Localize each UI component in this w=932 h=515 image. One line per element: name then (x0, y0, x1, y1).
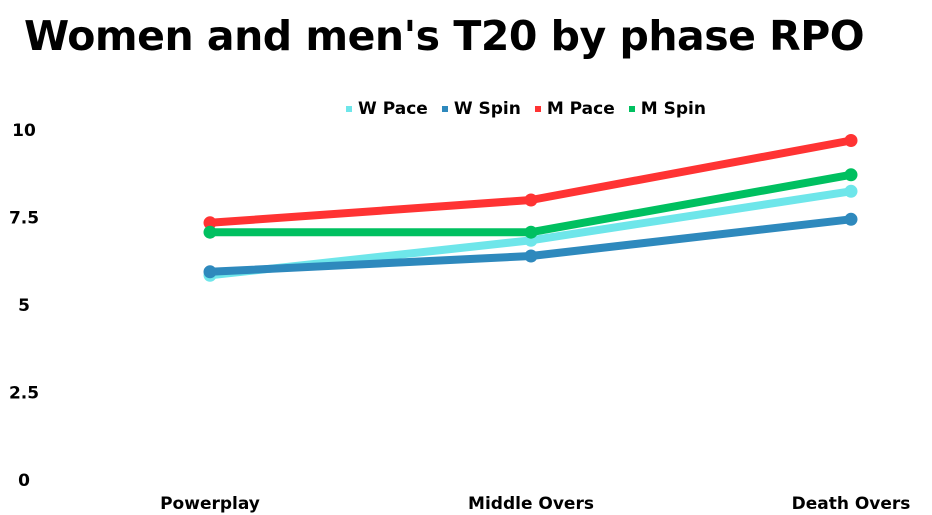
data-point (844, 184, 858, 198)
data-point (524, 193, 538, 207)
legend-item-m-pace: M Pace (534, 97, 615, 121)
legend-item-m-spin: M Spin (628, 97, 706, 121)
y-tick-label: 7.5 (9, 209, 39, 229)
legend-swatch (628, 106, 635, 112)
y-tick-label: 10 (12, 121, 36, 141)
data-point (203, 265, 217, 279)
legend-item-w-pace: W Pace (346, 97, 428, 121)
data-point (844, 212, 858, 226)
legend-label: W Spin (453, 99, 521, 119)
legend-label: M Pace (546, 99, 615, 119)
data-point (844, 168, 858, 182)
y-tick-label: 2.5 (9, 384, 39, 404)
legend-swatch (441, 106, 448, 112)
x-tick-label: Death Overs (792, 494, 911, 514)
x-tick-label: Powerplay (160, 494, 260, 514)
y-tick-label: 5 (18, 296, 30, 316)
legend-label: M Spin (640, 99, 706, 119)
data-point (203, 216, 217, 230)
data-point (844, 134, 858, 147)
legend-swatch (346, 106, 353, 112)
legend-swatch (534, 106, 541, 112)
chart-title: Women and men's T20 by phase RPO (24, 12, 865, 60)
legend-item-w-spin: W Spin (441, 97, 521, 121)
x-tick-label: Middle Overs (468, 494, 594, 514)
legend-label: W Pace (358, 99, 428, 119)
data-point (524, 249, 538, 263)
data-point (203, 225, 217, 239)
y-tick-label: 0 (18, 471, 30, 491)
legend: W Pace W Spin M Pace M Spin (0, 97, 932, 121)
data-point (524, 225, 538, 239)
series-line (206, 136, 855, 227)
